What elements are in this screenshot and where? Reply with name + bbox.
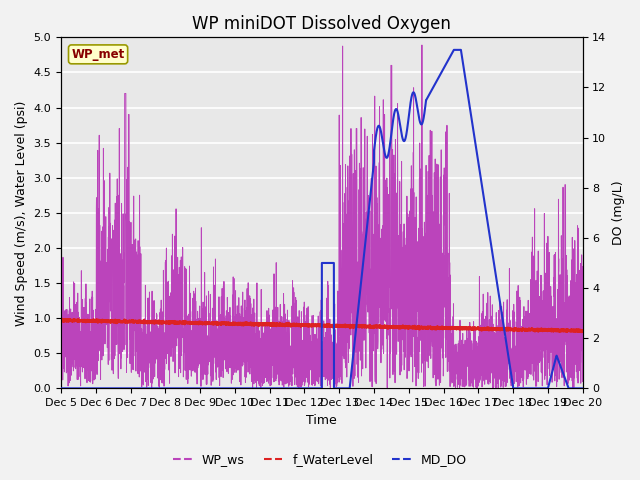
Title: WP miniDOT Dissolved Oxygen: WP miniDOT Dissolved Oxygen — [193, 15, 451, 33]
Legend: WP_ws, f_WaterLevel, MD_DO: WP_ws, f_WaterLevel, MD_DO — [168, 448, 472, 471]
Y-axis label: DO (mg/L): DO (mg/L) — [612, 180, 625, 245]
Text: WP_met: WP_met — [72, 48, 125, 61]
Y-axis label: Wind Speed (m/s), Water Level (psi): Wind Speed (m/s), Water Level (psi) — [15, 100, 28, 325]
X-axis label: Time: Time — [307, 414, 337, 427]
